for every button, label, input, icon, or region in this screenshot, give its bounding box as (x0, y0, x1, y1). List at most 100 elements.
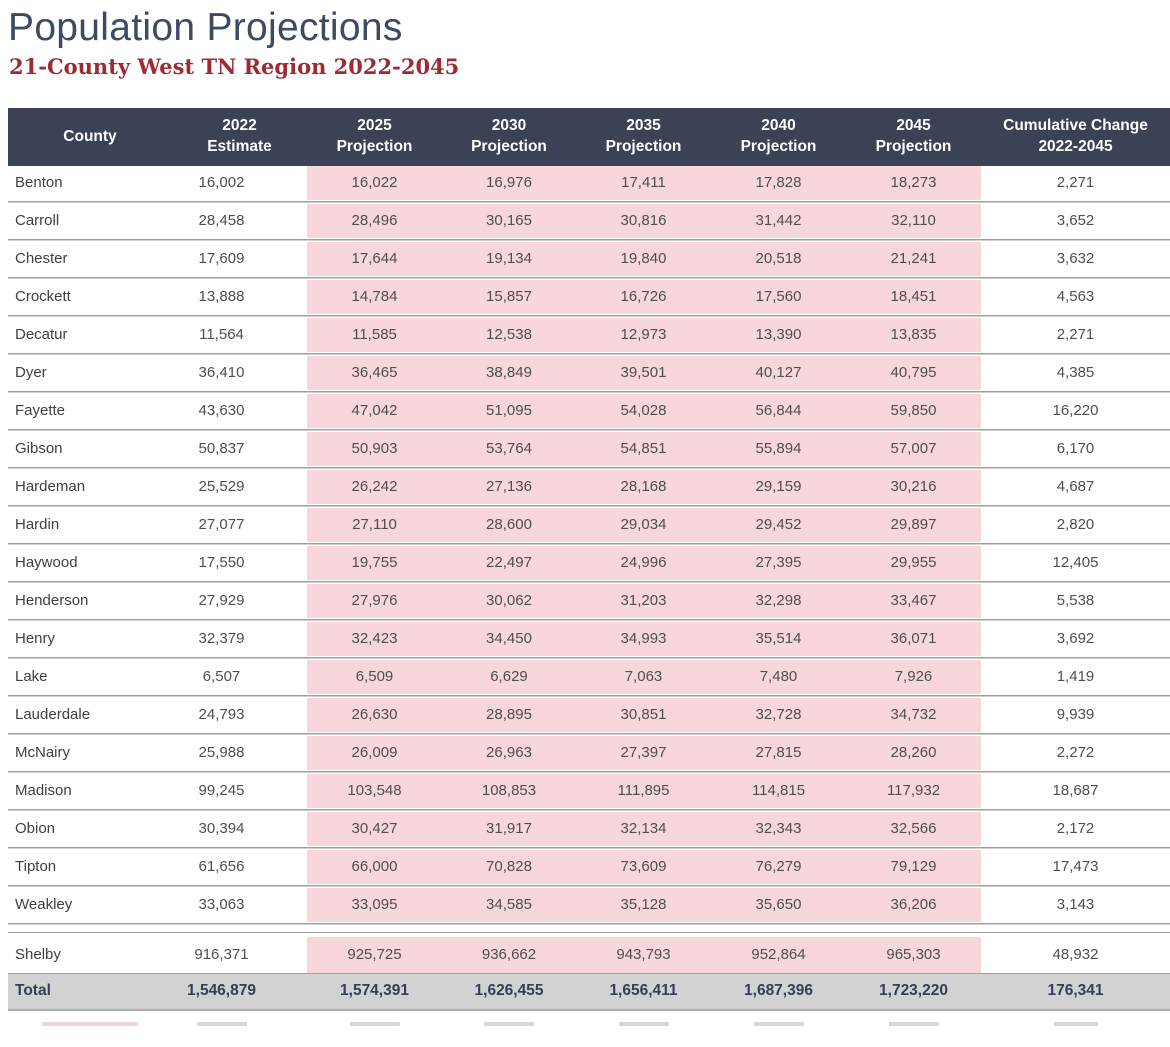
value-cell: 17,644 (307, 241, 442, 276)
row-separator (8, 503, 1170, 508)
county-cell: Benton (15, 174, 63, 192)
value-cell: 17,609 (198, 250, 245, 268)
value-cell: 18,451 (846, 279, 981, 314)
header-label: Projection (875, 137, 952, 155)
page-subtitle: 21-County West TN Region 2022-2045 (9, 53, 460, 79)
value-cell: 31,442 (711, 203, 846, 238)
header-label: 2040 (761, 117, 796, 135)
value-cell: 34,450 (442, 621, 576, 656)
row-separator (8, 275, 1170, 280)
value-cell: 7,063 (576, 659, 711, 694)
header-cell-2030: 2030 Projection (442, 108, 576, 166)
row-separator (8, 921, 1170, 926)
row-separator (8, 845, 1170, 850)
header-cell-2025: 2025 Projection (307, 108, 442, 166)
value-cell: 27,815 (711, 735, 846, 770)
value-cell: 6,509 (307, 659, 442, 694)
cutoff-row (8, 1021, 1170, 1028)
cutoff-mark (42, 1021, 138, 1026)
value-cell: 59,850 (846, 393, 981, 428)
page: Population Projections 21-County West TN… (0, 6, 1170, 1028)
value-cell: 35,650 (711, 887, 846, 922)
header-cell-county: County (8, 108, 172, 166)
value-cell: 31,917 (442, 811, 576, 846)
page-title: Population Projections (8, 6, 403, 49)
value-cell: 2,271 (1056, 174, 1095, 192)
value-cell: 28,496 (307, 203, 442, 238)
value-cell: 965,303 (846, 936, 981, 973)
value-cell: 28,260 (846, 735, 981, 770)
row-separator (8, 617, 1170, 622)
value-cell: 26,963 (442, 735, 576, 770)
value-cell: 117,932 (846, 773, 981, 808)
value-cell: 3,632 (1056, 250, 1095, 268)
value-cell: 108,853 (442, 773, 576, 808)
value-cell: 15,857 (442, 279, 576, 314)
county-cell: Tipton (15, 858, 57, 876)
value-cell: 26,009 (307, 735, 442, 770)
county-cell: Hardin (15, 516, 60, 534)
value-cell: 29,159 (711, 469, 846, 504)
value-cell: 28,458 (198, 212, 245, 230)
value-cell: 952,864 (711, 936, 846, 973)
value-cell: 33,095 (307, 887, 442, 922)
bottom-padding (8, 1011, 1170, 1022)
value-cell: 48,932 (1052, 946, 1099, 964)
shelby-row-slot: Shelby 916,371 925,725 936,662 943,793 952,86… (8, 936, 1170, 973)
value-cell: 18,273 (846, 165, 981, 200)
value-cell: 12,405 (1052, 554, 1099, 572)
table-row: Weakley 33,063 33,095 34,585 35,128 35,650 36,… (8, 887, 1170, 922)
value-cell: 6,170 (1056, 440, 1095, 458)
table-row: McNairy 25,988 26,009 26,963 27,397 27,815 28,… (8, 735, 1170, 770)
header-label: 2025 (357, 117, 392, 135)
value-cell: 29,955 (846, 545, 981, 580)
value-cell: 12,973 (576, 317, 711, 352)
value-cell: 4,385 (1056, 364, 1095, 382)
value-cell: 36,071 (846, 621, 981, 656)
value-cell: 32,728 (711, 697, 846, 732)
header-label: Estimate (207, 137, 272, 155)
value-cell: 3,692 (1056, 630, 1095, 648)
value-cell: 1,656,411 (609, 982, 678, 1000)
value-cell: 30,851 (576, 697, 711, 732)
value-cell: 31,203 (576, 583, 711, 618)
value-cell: 33,063 (198, 896, 245, 914)
value-cell: 2,172 (1056, 820, 1095, 838)
value-cell: 36,206 (846, 887, 981, 922)
value-cell: 56,844 (711, 393, 846, 428)
county-cell: Henry (15, 630, 56, 648)
table-row: Benton 16,002 16,022 16,976 17,411 17,828 18,2… (8, 165, 1170, 200)
row-separator (8, 427, 1170, 432)
value-cell: 27,077 (198, 516, 245, 534)
value-cell: 943,793 (576, 936, 711, 973)
value-cell: 19,755 (307, 545, 442, 580)
value-cell: 32,379 (198, 630, 245, 648)
county-cell: Fayette (15, 402, 66, 420)
value-cell: 32,423 (307, 621, 442, 656)
value-cell: 27,397 (576, 735, 711, 770)
value-cell: 34,993 (576, 621, 711, 656)
county-cell: Carroll (15, 212, 60, 230)
table-row: Lauderdale 24,793 26,630 28,895 30,851 32,728… (8, 697, 1170, 732)
value-cell: 936,662 (442, 936, 576, 973)
value-cell: 73,609 (576, 849, 711, 884)
value-cell: 12,538 (442, 317, 576, 352)
value-cell: 4,563 (1056, 288, 1095, 306)
value-cell: 76,279 (711, 849, 846, 884)
header-cell-2045: 2045 Projection (846, 108, 981, 166)
value-cell: 32,134 (576, 811, 711, 846)
value-cell: 24,793 (198, 706, 245, 724)
value-cell: 27,395 (711, 545, 846, 580)
header-cell-cumulative-change: Cumulative Change 2022-2045 (981, 108, 1170, 166)
row-separator (8, 883, 1170, 888)
value-cell: 27,929 (198, 592, 245, 610)
table-row: Madison 99,245 103,548 108,853 111,895 114,81… (8, 773, 1170, 808)
table-row: Hardin 27,077 27,110 28,600 29,034 29,452 29,8… (8, 507, 1170, 542)
table-row: Haywood 17,550 19,755 22,497 24,996 27,395 29,… (8, 545, 1170, 580)
county-cell: Haywood (15, 554, 78, 572)
value-cell: 33,467 (846, 583, 981, 618)
value-cell: 3,652 (1056, 212, 1095, 230)
row-separator (8, 237, 1170, 242)
value-cell: 16,002 (198, 174, 245, 192)
value-cell: 29,452 (711, 507, 846, 542)
